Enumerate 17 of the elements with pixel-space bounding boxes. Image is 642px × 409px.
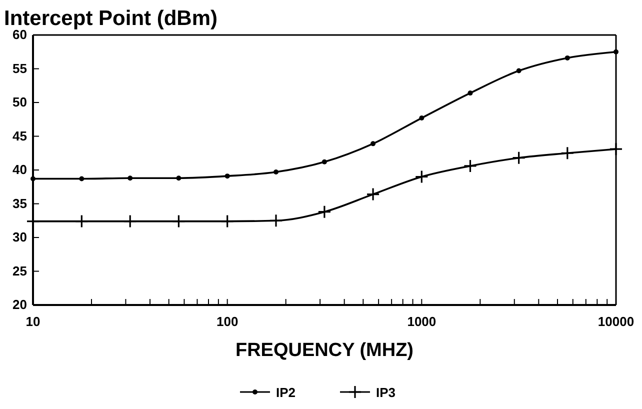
y-tick-label: 45 [12,128,27,144]
chart-title: Intercept Point (dBm) [4,7,218,30]
x-tick-label: 100 [216,314,238,330]
x-axis-title: FREQUENCY (MHZ) [235,340,414,361]
x-tick-label: 10 [26,314,40,330]
legend-label: IP3 [376,385,396,400]
y-tick-label: 20 [12,297,27,312]
y-tick-label: 25 [12,263,27,278]
y-tick-label: 30 [12,230,27,245]
y-tick-label: 50 [12,94,27,110]
x-tick-label: 10000 [598,314,634,330]
x-tick-label: 1000 [407,314,436,330]
y-tick-label: 35 [12,196,27,211]
legend-label: IP2 [276,385,296,400]
y-tick-label: 40 [12,162,27,178]
y-tick-label: 60 [12,27,27,42]
y-tick-label: 55 [12,60,27,76]
